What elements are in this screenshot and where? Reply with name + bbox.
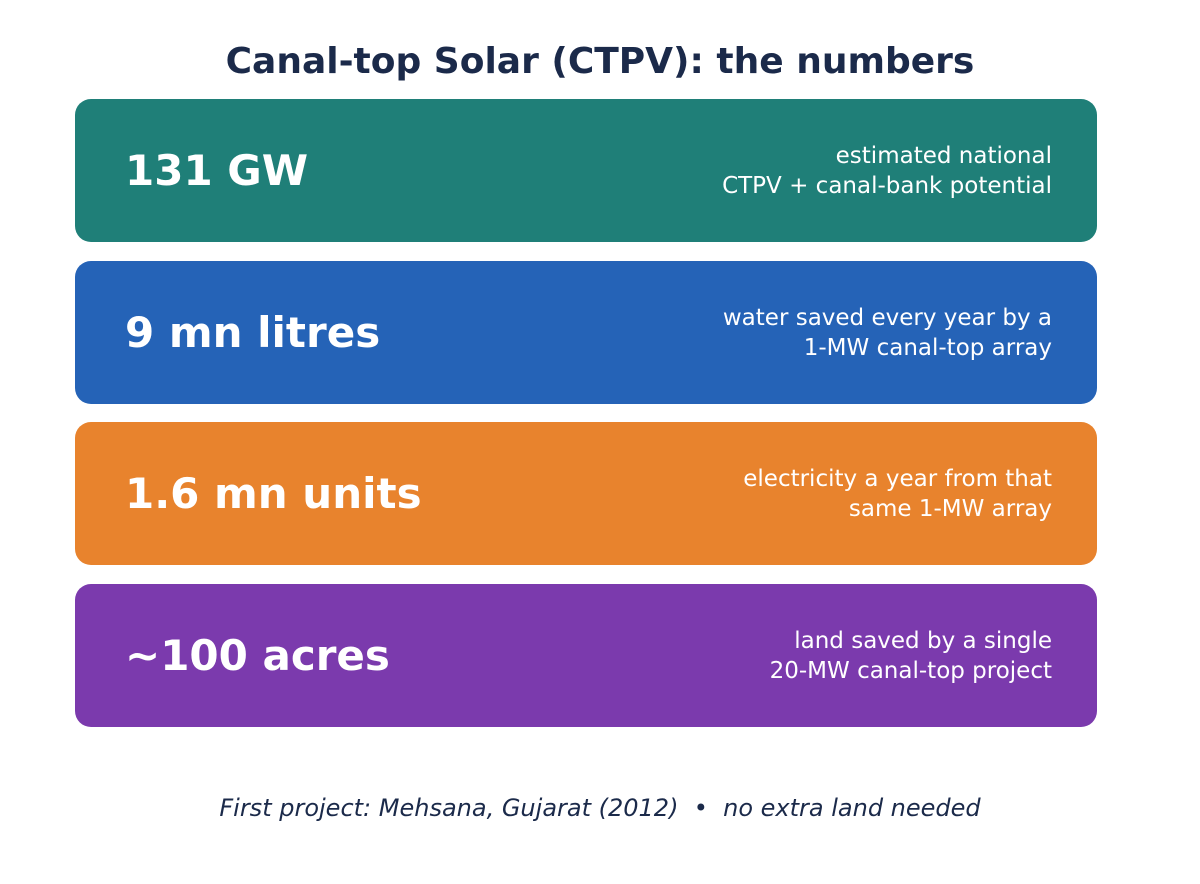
stat-description-line: 1-MW canal-top array: [803, 334, 1052, 361]
stat-description: water saved every year by a 1-MW canal-t…: [723, 303, 1052, 363]
stat-value: 131 GW: [125, 145, 309, 195]
footer-separator: •: [693, 794, 708, 822]
stat-card-capacity: 131 GW estimated national CTPV + canal-b…: [75, 99, 1097, 242]
stat-card-land: ~100 acres land saved by a single 20-MW …: [75, 584, 1097, 727]
stat-description-line: CTPV + canal-bank potential: [722, 172, 1052, 199]
footer-extra-note: no extra land needed: [723, 794, 981, 822]
stat-value: 1.6 mn units: [125, 468, 422, 518]
stat-description-line: 20-MW canal-top project: [769, 657, 1052, 684]
stat-description-line: same 1-MW array: [848, 495, 1052, 522]
stat-card-electricity: 1.6 mn units electricity a year from tha…: [75, 422, 1097, 565]
stat-description: electricity a year from that same 1-MW a…: [743, 464, 1052, 524]
stat-description: estimated national CTPV + canal-bank pot…: [722, 141, 1052, 201]
footer-note: First project: Mehsana, Gujarat (2012) •…: [0, 793, 1200, 823]
stat-card-water: 9 mn litres water saved every year by a …: [75, 261, 1097, 404]
page-title: Canal-top Solar (CTPV): the numbers: [225, 41, 975, 82]
footer-project: First project: Mehsana, Gujarat (2012): [219, 794, 679, 822]
stat-value: 9 mn litres: [125, 307, 381, 357]
stat-description-line: water saved every year by a: [722, 304, 1052, 331]
stat-description-line: estimated national: [835, 142, 1052, 169]
stat-description-line: land saved by a single: [794, 627, 1052, 654]
stat-description-line: electricity a year from that: [743, 465, 1052, 492]
stat-value: ~100 acres: [125, 630, 390, 680]
stat-description: land saved by a single 20-MW canal-top p…: [770, 626, 1052, 686]
